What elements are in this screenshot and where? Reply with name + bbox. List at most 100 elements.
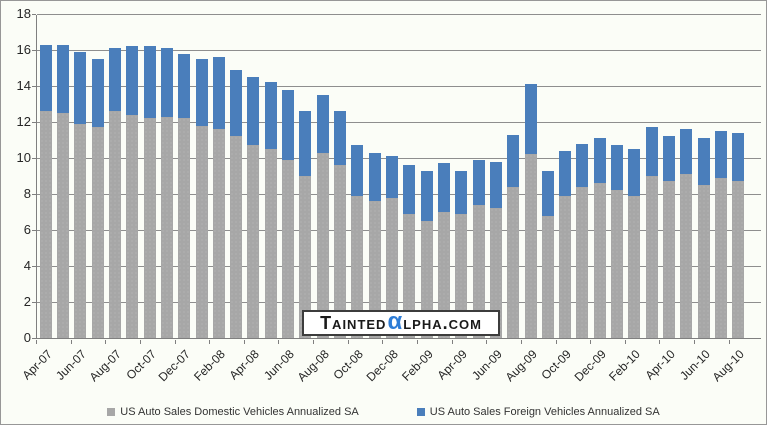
y-axis-label-18: 18 [16, 6, 31, 21]
x-axis-tick [624, 340, 626, 344]
y-axis-label-8: 8 [23, 186, 31, 201]
foreign-segment [403, 165, 416, 214]
domestic-segment [715, 177, 728, 338]
foreign-segment [160, 48, 173, 117]
y-axis-label-14: 14 [16, 78, 31, 93]
gridline-12 [37, 122, 761, 123]
gridline-2 [37, 302, 761, 303]
domestic-segment [74, 123, 87, 338]
bar-Apr-09 [455, 170, 468, 338]
bar-May-09 [472, 159, 485, 338]
bar-Mar-09 [437, 163, 450, 338]
foreign-segment [593, 138, 606, 184]
bar-Apr-08 [247, 77, 260, 338]
bar-Oct-07 [143, 46, 156, 338]
y-axis-tick [32, 14, 36, 15]
bar-Jul-07 [91, 59, 104, 338]
y-axis-tick [32, 158, 36, 159]
domestic-segment [247, 145, 260, 338]
bar-Jan-08 [195, 59, 208, 338]
foreign-segment [316, 95, 329, 153]
x-axis-tick [278, 340, 280, 344]
bar-Jun-09 [489, 161, 502, 338]
foreign-segment [195, 59, 208, 126]
legend: US Auto Sales Domestic Vehicles Annualiz… [1, 406, 766, 418]
foreign-segment [732, 132, 745, 182]
foreign-segment [143, 46, 156, 119]
domestic-segment [160, 116, 173, 338]
bar-Aug-08 [316, 95, 329, 338]
watermark: Tainted α lpha.com [302, 310, 500, 336]
domestic-segment [56, 113, 69, 338]
foreign-segment [247, 77, 260, 146]
domestic-segment [524, 154, 537, 338]
y-axis-label-12: 12 [16, 114, 31, 129]
bar-May-08 [264, 82, 277, 338]
bar-Sep-08 [334, 111, 347, 338]
domestic-segment [178, 118, 191, 338]
domestic-segment [628, 195, 641, 338]
foreign-segment [524, 84, 537, 155]
foreign-swatch-icon [416, 408, 425, 416]
domestic-segment [334, 165, 347, 338]
domestic-segment [108, 111, 121, 338]
watermark-suffix: lpha.com [403, 313, 482, 333]
x-axis-tick [139, 340, 141, 344]
domestic-segment [143, 118, 156, 338]
bar-Jan-09 [403, 165, 416, 338]
domestic-segment [126, 114, 139, 338]
foreign-segment [351, 145, 364, 196]
domestic-segment [663, 181, 676, 338]
foreign-segment [541, 170, 554, 216]
bar-Nov-09 [576, 143, 589, 338]
domestic-segment [386, 197, 398, 338]
y-axis-tick [32, 338, 36, 339]
foreign-segment [663, 136, 676, 182]
x-axis-tick [416, 340, 418, 344]
y-axis-label-16: 16 [16, 42, 31, 57]
bar-Jul-08 [299, 111, 312, 338]
domestic-segment [368, 201, 381, 338]
y-axis-tick [32, 86, 36, 87]
gridline-8 [37, 194, 761, 195]
domestic-segment [195, 125, 208, 338]
x-axis-tick [347, 340, 349, 344]
legend-label-domestic: US Auto Sales Domestic Vehicles Annualiz… [120, 406, 359, 418]
bar-Jul-09 [507, 134, 520, 338]
alpha-glyph-icon: α [387, 308, 404, 336]
foreign-segment [697, 138, 710, 185]
domestic-segment [559, 195, 572, 338]
bar-Dec-09 [593, 138, 606, 338]
bar-Oct-09 [559, 150, 572, 338]
y-axis-tick [32, 266, 36, 267]
foreign-segment [368, 152, 381, 202]
domestic-segment [420, 221, 433, 338]
foreign-segment [611, 145, 624, 191]
bar-Oct-08 [351, 145, 364, 338]
bar-May-10 [680, 129, 693, 338]
y-axis-tick [32, 302, 36, 303]
foreign-segment [212, 57, 225, 130]
domestic-segment [611, 190, 624, 338]
x-axis-tick [659, 340, 661, 344]
foreign-segment [91, 59, 104, 128]
foreign-segment [299, 111, 312, 176]
x-axis-tick [243, 340, 245, 344]
gridline-6 [37, 230, 761, 231]
y-axis-tick [32, 50, 36, 51]
bar-Sep-09 [541, 170, 554, 338]
foreign-segment [559, 150, 572, 196]
gridline-14 [37, 86, 761, 87]
gridline-4 [37, 266, 761, 267]
domestic-segment [472, 204, 485, 338]
domestic-segment [732, 181, 745, 338]
bar-Jun-07 [74, 51, 87, 338]
domestic-segment [645, 176, 658, 338]
x-axis-tick [70, 340, 72, 344]
domestic-swatch-icon [107, 408, 116, 416]
foreign-segment [108, 48, 121, 112]
foreign-segment [472, 159, 485, 205]
bar-Aug-10 [732, 132, 745, 338]
foreign-segment [437, 163, 450, 212]
foreign-segment [455, 170, 468, 214]
